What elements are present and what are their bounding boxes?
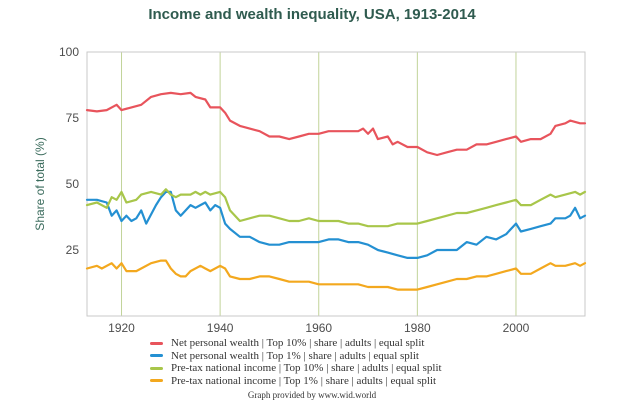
legend-item-wealth-top10[interactable]: Net personal wealth | Top 10% | share | … (150, 337, 442, 350)
series-line-2 (85, 188, 587, 228)
legend-label: Pre-tax national income | Top 10% | shar… (171, 362, 442, 375)
series-lines (85, 91, 587, 291)
gridlines (121, 52, 517, 316)
x-tick-label: 1920 (108, 321, 135, 335)
legend-swatch (150, 341, 163, 345)
series-line-0 (85, 91, 587, 157)
legend-label: Net personal wealth | Top 1% | share | a… (171, 349, 419, 362)
legend: Net personal wealth | Top 10% | share | … (150, 337, 442, 387)
x-tick-label: 1980 (404, 321, 431, 335)
series-line-1 (85, 190, 587, 259)
y-axis-title: Share of total (%) (33, 137, 47, 230)
y-tick-label: 25 (66, 243, 80, 257)
y-tick-label: 100 (59, 45, 79, 59)
y-tick-label: 50 (66, 177, 80, 191)
chart-title: Income and wealth inequality, USA, 1913-… (148, 6, 476, 23)
axes: 1920 1940 1960 1980 2000 25 50 75 100 (59, 45, 586, 335)
legend-label: Net personal wealth | Top 10% | share | … (171, 337, 425, 350)
x-tick-label: 1960 (305, 321, 332, 335)
x-tick-label: 2000 (503, 321, 530, 335)
x-tick-label: 1940 (207, 321, 234, 335)
legend-item-wealth-top1[interactable]: Net personal wealth | Top 1% | share | a… (150, 350, 442, 363)
series-line-3 (85, 259, 587, 291)
credit-footer: Graph provided by www.wid.world (247, 390, 377, 400)
legend-item-income-top10[interactable]: Pre-tax national income | Top 10% | shar… (150, 362, 442, 375)
legend-label: Pre-tax national income | Top 1% | share… (171, 374, 437, 387)
y-tick-label: 75 (66, 111, 80, 125)
legend-swatch (150, 366, 163, 370)
legend-swatch (150, 354, 163, 358)
plot-frame (86, 51, 586, 317)
legend-swatch (150, 379, 163, 383)
legend-item-income-top1[interactable]: Pre-tax national income | Top 1% | share… (150, 375, 442, 388)
